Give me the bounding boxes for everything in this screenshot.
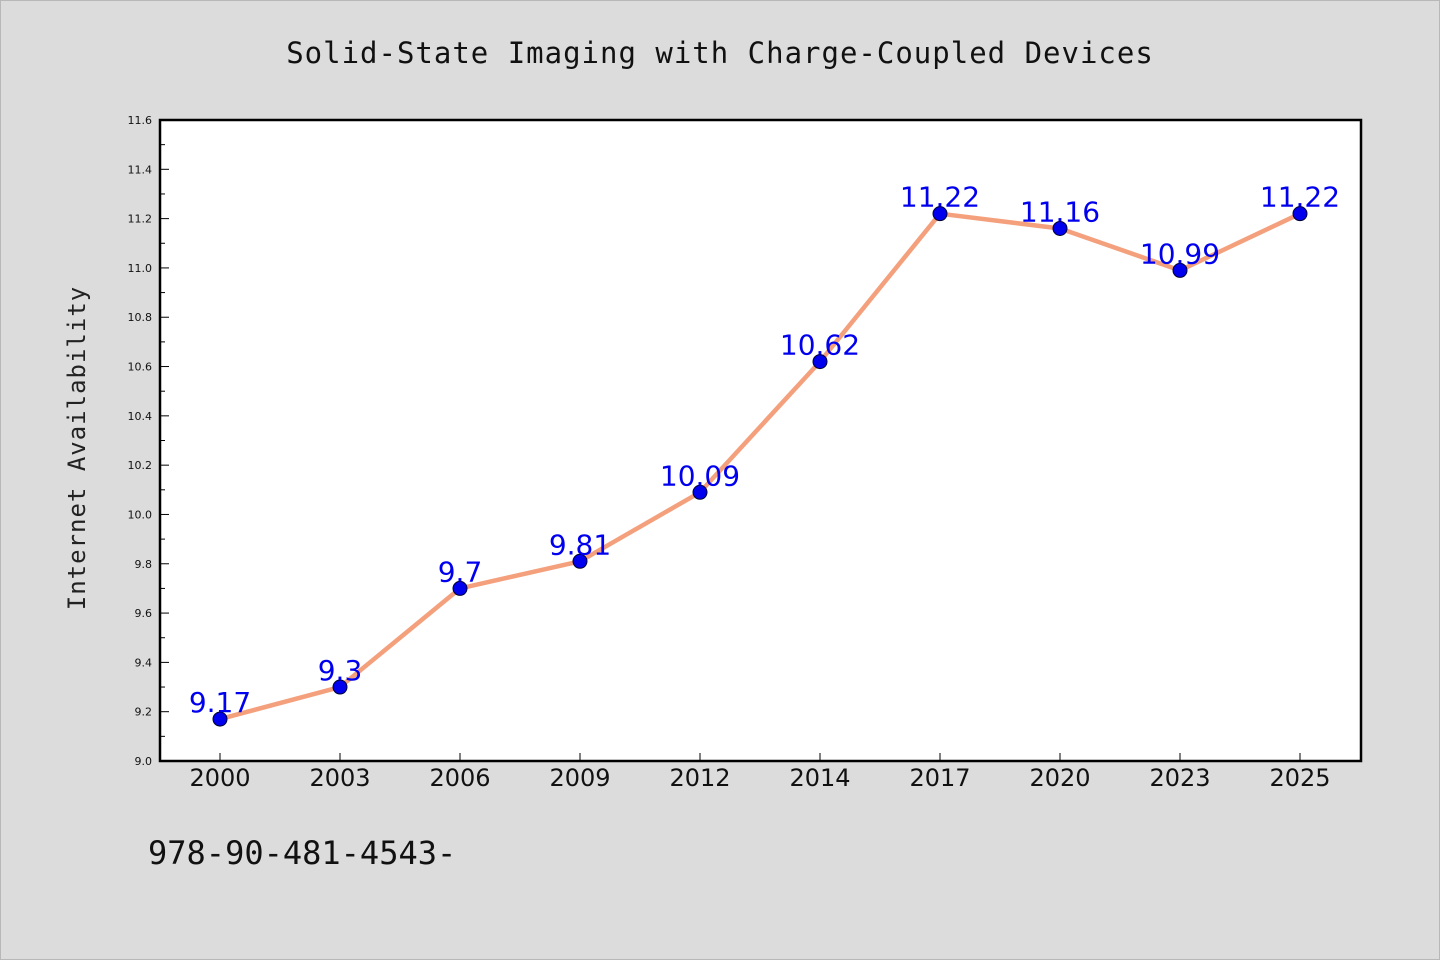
data-label: 10.62 (780, 329, 860, 362)
y-tick-label: 9.6 (135, 607, 153, 620)
data-point-marker (692, 484, 708, 500)
x-tick-label: 2020 (1029, 764, 1090, 792)
plot-area (158, 118, 1363, 763)
x-tick-label: 2025 (1269, 764, 1330, 792)
x-tick-label: 2023 (1149, 764, 1210, 792)
data-label: 9.17 (189, 686, 251, 719)
y-tick-label: 9.0 (135, 755, 153, 768)
data-point-marker (572, 553, 588, 569)
x-tick-label: 2012 (669, 764, 730, 792)
data-label: 10.99 (1140, 237, 1220, 270)
y-tick-label: 11.6 (128, 114, 153, 127)
x-axis: 2000 2003 2006 2009 2012 2014 2017 2020 2023 2025 (189, 753, 1331, 792)
data-point-marker (812, 354, 828, 370)
y-tick-label: 11.2 (128, 213, 153, 226)
x-tick-label: 2014 (789, 764, 850, 792)
x-tick-label: 2017 (909, 764, 970, 792)
x-tick-label: 2009 (549, 764, 610, 792)
y-tick-label: 9.4 (135, 656, 153, 669)
y-axis-label: Internet Availability (63, 286, 91, 610)
y-axis: 9.0 9.2 9.4 9.6 9.8 10.0 10.2 10.4 10.6 10.8 11.0 1… (128, 114, 169, 768)
y-tick-label: 10.8 (128, 311, 153, 324)
data-label: 11.22 (900, 181, 980, 214)
data-point-marker (452, 580, 468, 596)
data-label: 9.3 (318, 654, 363, 687)
data-label: 10.09 (660, 459, 740, 492)
x-tick-label: 2000 (189, 764, 250, 792)
x-tick-label: 2006 (429, 764, 490, 792)
footer-isbn-text: 978-90-481-4543- (148, 834, 456, 872)
chart-title: Solid-State Imaging with Charge-Coupled … (286, 36, 1154, 70)
data-label: 11.16 (1020, 195, 1100, 228)
y-tick-label: 10.4 (128, 410, 153, 423)
data-point-marker (332, 679, 348, 695)
series-line (217, 211, 1303, 722)
series-group: 9.17 9.3 9.7 9.81 10.09 10.62 11.22 11.16 10.99 1… (189, 181, 1340, 727)
data-label: 11.22 (1260, 181, 1340, 214)
y-tick-label: 10.0 (128, 508, 153, 521)
y-tick-label: 11.4 (128, 163, 153, 176)
data-label: 9.81 (549, 528, 611, 561)
y-tick-label: 10.6 (128, 361, 153, 374)
data-label: 9.7 (438, 555, 483, 588)
y-tick-label: 10.2 (128, 459, 153, 472)
data-point-marker (932, 206, 948, 222)
data-point-marker (1172, 262, 1188, 278)
data-point-marker (1292, 206, 1308, 222)
data-point-marker (1052, 220, 1068, 236)
x-tick-label: 2003 (309, 764, 370, 792)
y-tick-label: 11.0 (128, 262, 153, 275)
y-tick-label: 9.2 (135, 706, 153, 719)
y-tick-label: 9.8 (135, 558, 153, 571)
data-point-marker (212, 711, 228, 727)
